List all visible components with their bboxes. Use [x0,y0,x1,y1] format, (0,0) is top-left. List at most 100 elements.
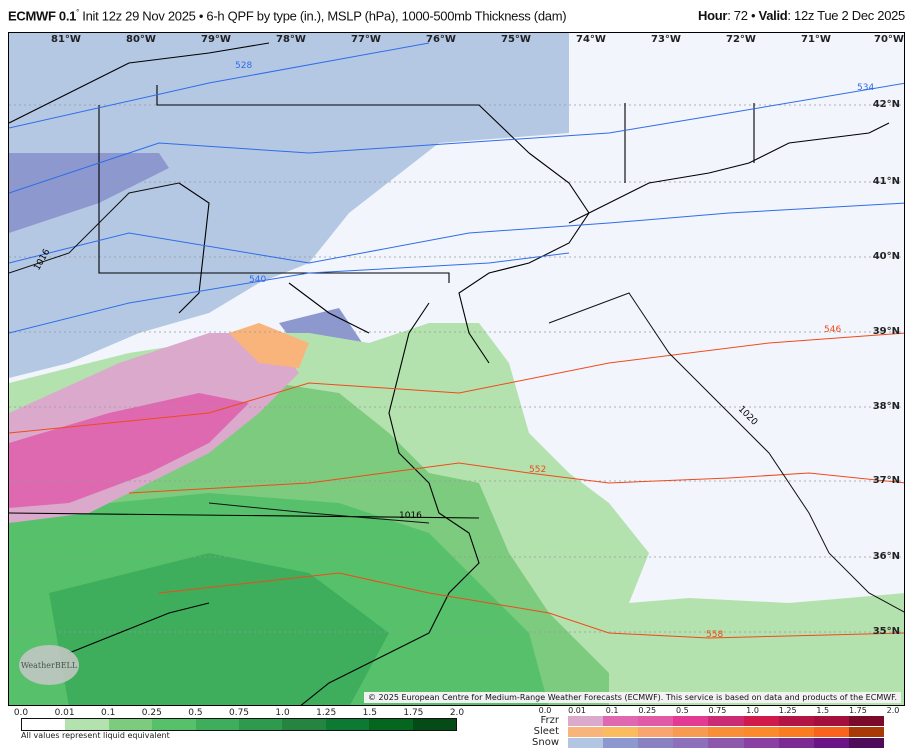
legend-swatch [108,719,153,730]
legend-swatch [568,715,604,726]
mslp-label: 1016 [399,511,422,521]
ptype-legend-ticks: 0.0 0.01 0.1 0.25 0.5 0.75 1.0 1.25 1.5 1.75 2.0 [539,706,900,715]
ptype-color-bar [568,715,884,726]
isobars [9,182,904,613]
legend-tick: 2.0 [886,706,900,715]
legend-tick: 0.01 [568,706,586,715]
thickness-contours [9,42,904,639]
legend-tick: 1.5 [362,708,377,718]
legend-tick: 1.0 [746,706,759,715]
legend-tick: 1.0 [275,708,290,718]
legend-swatch [778,715,814,726]
lon-label: 80°W [126,34,156,45]
lat-label: 41°N [872,176,900,187]
legend-swatch [708,715,744,726]
legend-swatch [778,726,814,737]
legend-tick: 0.75 [708,706,727,715]
legend-swatch [778,737,814,748]
legend-swatch [638,726,674,737]
legend-swatch [22,719,66,730]
legend-swatch [65,719,109,730]
legend-swatch [369,719,413,730]
legend-tick: 0.1 [101,708,116,718]
legend-swatch [412,719,457,730]
legend-swatch [708,737,744,748]
ptype-label: Sleet [533,726,559,737]
ptype-row-sleet: Sleet [510,726,910,737]
legend-swatch [743,715,779,726]
legend-swatch [638,737,674,748]
map-canvas [9,33,904,705]
legend-swatch [743,726,779,737]
ptype-label: Frzr [540,715,560,726]
qpf-legend-ticks: 0.0 0.01 0.1 0.25 0.5 0.75 1.0 1.25 1.5 1.75 2.0 [8,708,468,718]
legend-tick: 0.01 [54,708,75,718]
thickness-label: 540 [249,275,267,285]
weatherbell-logo: WeatherBELL [19,645,79,685]
legend-swatch [195,719,240,730]
qpf-color-bar [21,718,457,731]
lat-label: 37°N [872,475,900,486]
legend-tick: 0.5 [188,708,203,718]
legend-tick: 0.5 [675,706,689,715]
thickness-label: 546 [824,325,842,335]
forecast-map: 81°W 80°W 79°W 78°W 77°W 76°W 75°W 74°W … [8,32,905,706]
lon-label: 72°W [726,34,756,45]
legend-tick: 1.25 [778,706,797,715]
thickness-label: 534 [857,83,875,93]
legend-swatch [673,726,709,737]
qpf-legend: 0.0 0.01 0.1 0.25 0.5 0.75 1.0 1.25 1.5 1.75 2.0 A… [8,708,468,740]
legend-swatch [603,726,639,737]
legend-swatch [568,737,604,748]
legend-tick: 1.75 [848,706,867,715]
ptype-label: Snow [532,737,559,748]
copyright-notice: © 2025 European Centre for Medium-Range … [364,692,901,703]
coastline-borders [9,42,890,705]
lon-label: 73°W [651,34,681,45]
legend-tick: 0.25 [141,708,162,718]
legend-swatch [848,726,884,737]
ptype-row-frzr: Frzr [510,715,910,726]
thickness-label: 528 [235,61,253,71]
legend-tick: 1.25 [316,708,337,718]
thickness-label: 558 [706,630,724,640]
legend-note: All values represent liquid equivalent [21,731,170,740]
precip-type-legend: 0.0 0.01 0.1 0.25 0.5 0.75 1.0 1.25 1.5 1.75 2.0 F… [510,706,910,748]
valid-time: Hour: 72 • Valid: 12z Tue 2 Dec 2025 [698,8,905,23]
legend-swatch [673,737,709,748]
lat-label: 35°N [872,626,900,637]
legend-swatch [603,715,639,726]
legend-swatch [743,737,779,748]
lat-label: 39°N [872,326,900,337]
legend-swatch [282,719,326,730]
lon-label: 79°W [201,34,231,45]
map-title: ECMWF 0.1° Init 12z 29 Nov 2025 • 6-h QP… [8,8,567,24]
map-header: ECMWF 0.1° Init 12z 29 Nov 2025 • 6-h QP… [8,8,905,28]
freezing-rain-region [9,323,309,523]
legend-swatch [239,719,283,730]
lat-label: 42°N [872,99,900,110]
legend-tick: 0.75 [228,708,250,718]
lat-label: 40°N [872,251,900,262]
legend-tick: 0.1 [605,706,619,715]
legend-tick: 0.0 [538,706,552,715]
legend-swatch [603,737,639,748]
legend-swatch [813,726,849,737]
lon-label: 71°W [801,34,831,45]
lon-label: 74°W [576,34,606,45]
legend-swatch [568,726,604,737]
legend-swatch [152,719,196,730]
legend-tick: 2.0 [449,708,465,718]
legend-swatch [638,715,674,726]
legend-swatch [813,737,849,748]
ptype-color-bar [568,726,884,737]
ptype-color-bar [568,737,884,748]
snow-region [9,33,569,378]
legend-tick: 0.25 [638,706,657,715]
legend-swatch [708,726,744,737]
lat-label: 36°N [872,551,900,562]
legend-swatch [813,715,849,726]
legend-swatch [673,715,709,726]
lon-label: 81°W [51,34,81,45]
legend-swatch [848,737,884,748]
